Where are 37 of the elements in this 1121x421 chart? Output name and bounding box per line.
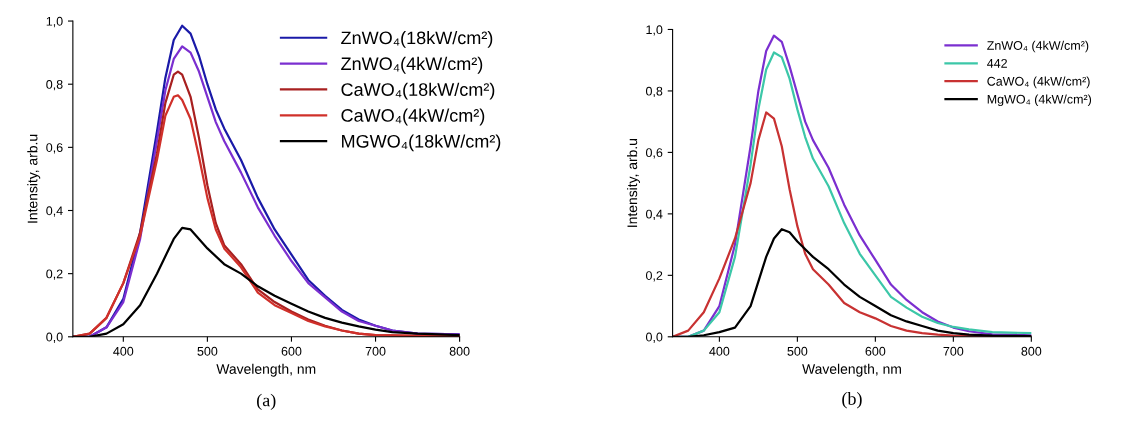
- y-tick-label: 1,0: [646, 25, 663, 36]
- y-tick-label: 1,0: [46, 16, 63, 28]
- y-tick-label: 0,2: [645, 271, 663, 282]
- x-tick-label: 600: [865, 346, 886, 356]
- x-tick-label: 800: [449, 346, 470, 356]
- legend-label: CaWO₄ (4kW/cm²): [987, 76, 1090, 89]
- x-tick-label: 700: [365, 346, 386, 356]
- y-axis-title: Intensity, arb.u: [627, 139, 640, 227]
- y-tick-label: 0,0: [645, 332, 663, 343]
- legend-label: CaWO₄(4kW/cm²): [341, 108, 485, 126]
- x-tick-label: 500: [787, 346, 808, 356]
- y-tick-label: 0,4: [46, 206, 63, 217]
- legend-label: CaWO₄(18kW/cm²): [341, 82, 495, 100]
- legend-label: ZnWO₄(4kW/cm²): [341, 56, 483, 74]
- text: (b): [842, 392, 862, 409]
- legend-label: ZnWO₄ (4kW/cm²): [987, 40, 1089, 53]
- y-tick-label: 0,0: [46, 332, 63, 343]
- x-tick-label: 600: [281, 346, 302, 356]
- text: (a): [257, 393, 276, 411]
- y-tick-label: 0,6: [46, 143, 63, 154]
- y-tick-label: 0,4: [645, 209, 663, 220]
- legend-label: 442: [987, 58, 1007, 68]
- x-tick-label: 500: [197, 346, 218, 356]
- x-tick-label: 400: [113, 346, 134, 356]
- legend-label: MGWO₄(18kW/cm²): [342, 134, 501, 152]
- x-tick-label: 700: [943, 346, 964, 356]
- legend-label: ZnWO₄(18kW/cm²): [341, 30, 493, 48]
- x-tick-label: 400: [709, 346, 730, 356]
- legend-label: MgWO₄ (4kW/cm²): [987, 94, 1092, 107]
- y-tick-label: 0,2: [46, 269, 63, 280]
- x-tick-label: 800: [1021, 346, 1042, 356]
- y-axis-title: Intensity, arb.u: [27, 134, 41, 223]
- x-axis-title: Wavelength, nm: [802, 363, 901, 377]
- x-axis-title: Wavelength, nm: [216, 363, 316, 377]
- y-tick-label: 0,6: [645, 148, 663, 159]
- y-tick-label: 0,8: [645, 86, 663, 98]
- y-tick-label: 0,8: [46, 80, 63, 91]
